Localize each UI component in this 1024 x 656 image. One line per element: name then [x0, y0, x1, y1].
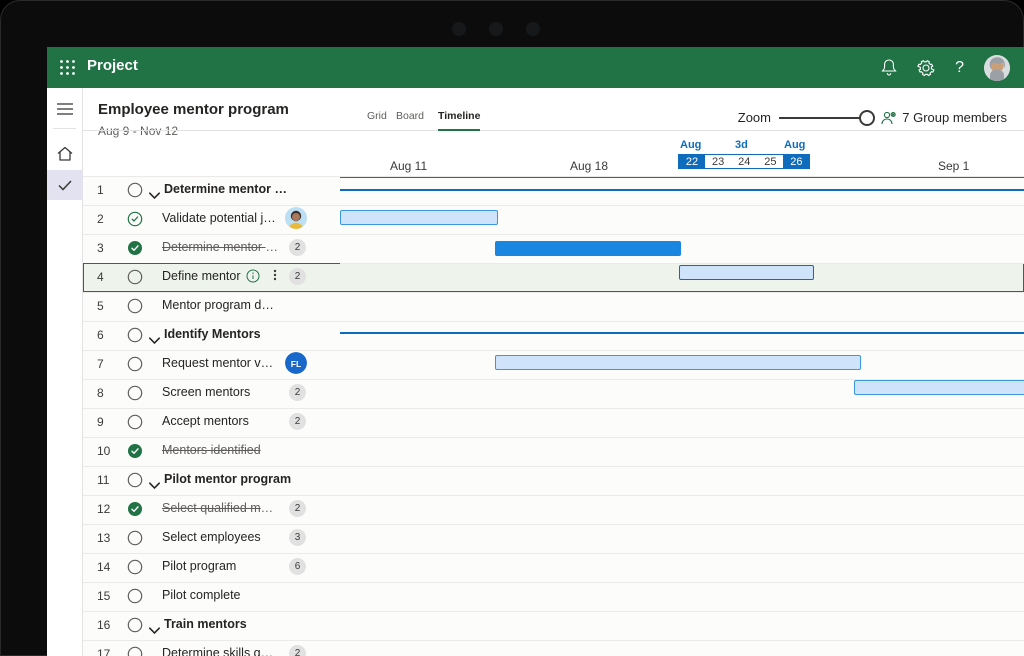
- svg-text:FL: FL: [291, 359, 301, 369]
